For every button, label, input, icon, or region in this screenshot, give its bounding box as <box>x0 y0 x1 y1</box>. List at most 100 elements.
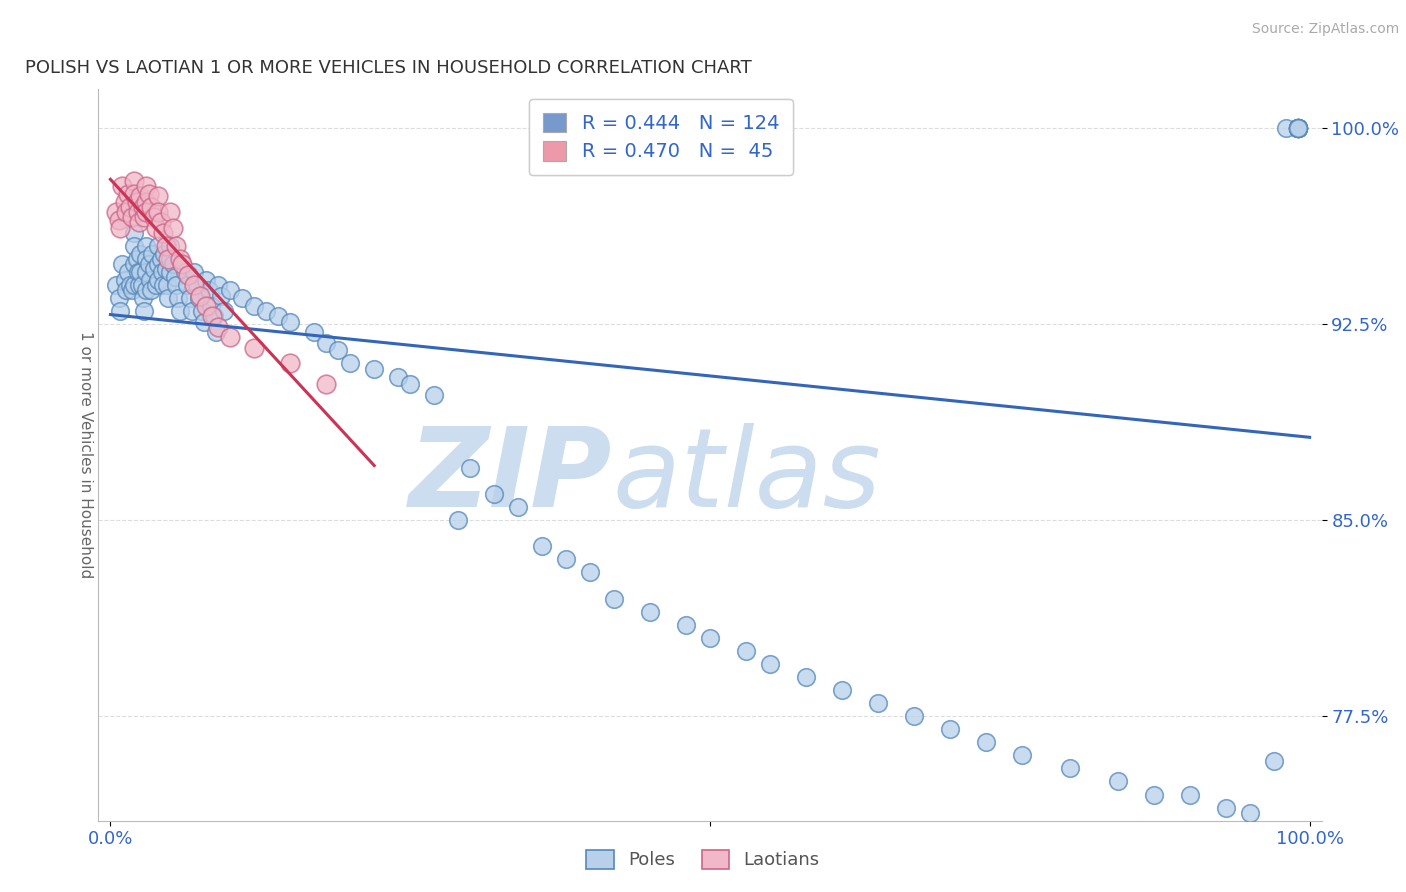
Point <box>129 189 152 203</box>
Point <box>243 299 266 313</box>
Point <box>145 278 167 293</box>
Point <box>166 291 188 305</box>
Point <box>156 291 179 305</box>
Point <box>127 265 149 279</box>
Point <box>129 247 152 261</box>
Point <box>125 194 148 209</box>
Point <box>173 265 195 279</box>
Point <box>132 291 155 305</box>
Point <box>135 205 157 219</box>
Point <box>193 315 215 329</box>
Point <box>508 500 530 515</box>
Point <box>831 683 853 698</box>
Point <box>145 220 167 235</box>
Point <box>138 186 160 201</box>
Point <box>1286 121 1309 136</box>
Point <box>132 304 155 318</box>
Point <box>328 343 350 358</box>
Point <box>1274 121 1296 136</box>
Point <box>1286 121 1309 136</box>
Point <box>108 220 131 235</box>
Point <box>124 239 146 253</box>
Point <box>1286 121 1309 136</box>
Point <box>150 265 173 279</box>
Point <box>128 278 150 293</box>
Point <box>105 205 128 219</box>
Point <box>209 288 232 302</box>
Point <box>315 377 337 392</box>
Point <box>531 540 554 554</box>
Point <box>183 278 205 293</box>
Point <box>207 278 229 293</box>
Point <box>179 291 201 305</box>
Point <box>135 252 157 266</box>
Point <box>974 735 997 749</box>
Point <box>177 268 200 282</box>
Point <box>458 461 481 475</box>
Point <box>142 262 165 277</box>
Point <box>152 278 174 293</box>
Point <box>156 252 179 266</box>
Point <box>339 357 361 371</box>
Point <box>142 211 165 225</box>
Point <box>197 284 219 298</box>
Point <box>148 205 170 219</box>
Point <box>135 265 157 279</box>
Point <box>205 325 228 339</box>
Point <box>579 566 602 580</box>
Point <box>132 211 155 225</box>
Point <box>149 252 172 266</box>
Point <box>148 189 170 203</box>
Point <box>114 273 136 287</box>
Point <box>304 325 326 339</box>
Point <box>121 284 143 298</box>
Point <box>108 291 129 305</box>
Point <box>105 278 128 293</box>
Point <box>794 670 817 684</box>
Point <box>141 247 163 261</box>
Point <box>278 357 301 371</box>
Point <box>159 265 181 279</box>
Point <box>124 186 146 201</box>
Point <box>254 304 277 318</box>
Point <box>139 273 162 287</box>
Text: atlas: atlas <box>612 424 880 531</box>
Point <box>121 211 143 225</box>
Point <box>111 257 134 271</box>
Text: ZIP: ZIP <box>409 424 612 531</box>
Point <box>1059 761 1081 775</box>
Point <box>939 723 962 737</box>
Legend: R = 0.444   N = 124, R = 0.470   N =  45: R = 0.444 N = 124, R = 0.470 N = 45 <box>529 99 793 175</box>
Point <box>156 278 179 293</box>
Point <box>195 299 218 313</box>
Point <box>866 696 889 710</box>
Point <box>1107 774 1129 789</box>
Point <box>1286 121 1309 136</box>
Point <box>153 247 176 261</box>
Point <box>115 284 138 298</box>
Point <box>165 270 187 285</box>
Point <box>148 239 170 253</box>
Point <box>447 513 470 527</box>
Point <box>155 239 177 253</box>
Point <box>111 178 134 193</box>
Point <box>315 335 337 350</box>
Point <box>1239 805 1261 820</box>
Y-axis label: 1 or more Vehicles in Household: 1 or more Vehicles in Household <box>77 331 93 579</box>
Point <box>124 226 146 240</box>
Point <box>162 220 184 235</box>
Point <box>115 205 138 219</box>
Point <box>172 257 194 271</box>
Point <box>735 644 758 658</box>
Point <box>423 388 446 402</box>
Point <box>363 361 385 376</box>
Point <box>1215 800 1237 814</box>
Point <box>243 341 266 355</box>
Point <box>135 194 157 209</box>
Text: POLISH VS LAOTIAN 1 OR MORE VEHICLES IN HOUSEHOLD CORRELATION CHART: POLISH VS LAOTIAN 1 OR MORE VEHICLES IN … <box>25 59 752 77</box>
Point <box>148 257 170 271</box>
Point <box>181 304 204 318</box>
Point <box>186 278 208 293</box>
Point <box>188 288 211 302</box>
Point <box>207 320 229 334</box>
